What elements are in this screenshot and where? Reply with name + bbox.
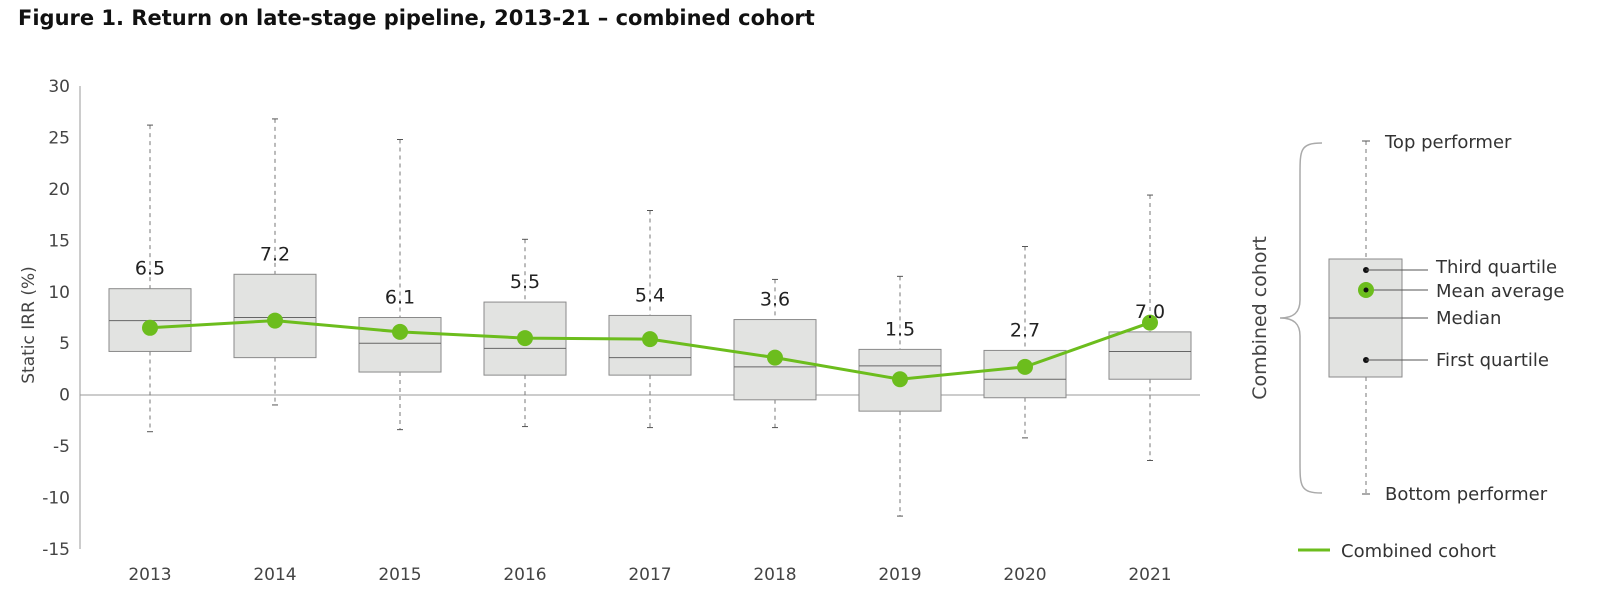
mean-point [642, 331, 658, 348]
key-top-label: Top performer [1384, 132, 1512, 153]
mean-data-label: 6.5 [135, 258, 165, 280]
key-bottom-label: Bottom performer [1385, 484, 1548, 505]
mean-points [142, 312, 1158, 388]
key-cohort-label: Combined cohort [1249, 236, 1271, 400]
mean-data-label: 2.7 [1010, 319, 1040, 341]
key-mean-label: Mean average [1436, 281, 1564, 302]
y-tick-label: 15 [48, 231, 70, 251]
key-mean-center [1363, 287, 1369, 293]
mean-data-label: 5.4 [635, 284, 665, 306]
y-tick-label: 0 [59, 386, 70, 406]
x-tick-label: 2016 [503, 565, 546, 585]
x-tick-label: 2020 [1003, 565, 1046, 585]
mean-point [767, 349, 783, 366]
x-tick-label: 2015 [378, 565, 421, 585]
chart-title: Figure 1. Return on late-stage pipeline,… [18, 6, 815, 30]
mean-data-label: 5.5 [510, 271, 540, 293]
y-axis-label: Static IRR (%) [19, 266, 39, 383]
mean-data-label: 1.5 [885, 318, 915, 340]
x-tick-label: 2014 [253, 565, 296, 585]
mean-point [517, 330, 533, 347]
mean-point [1142, 314, 1158, 331]
mean-point [892, 371, 908, 388]
x-tick-label: 2017 [628, 565, 671, 585]
mean-data-label: 7.2 [260, 243, 290, 265]
key-q3-label: Third quartile [1435, 257, 1557, 278]
y-tick-label: 20 [48, 180, 70, 200]
y-tick-label: -15 [42, 540, 70, 560]
mean-data-label: 7.0 [1135, 301, 1165, 323]
mean-data-labels: 6.5 7.2 6.1 5.5 5.4 3.6 1.5 2.7 7.0 [135, 243, 1165, 341]
x-tick-label: 2018 [753, 565, 796, 585]
mean-data-label: 3.6 [760, 289, 790, 311]
mean-point [392, 323, 408, 340]
x-tick-labels: 2013 2014 2015 2016 2017 2018 2019 2020 2021 [128, 565, 1171, 585]
x-tick-label: 2019 [878, 565, 921, 585]
mean-point [267, 312, 283, 329]
y-tick-label: 10 [48, 283, 70, 303]
mean-data-label: 6.1 [385, 287, 415, 309]
box-plot-key: Combined cohort Top performer Third quar… [1249, 132, 1564, 505]
y-tick-label: 25 [48, 128, 70, 148]
y-tick-labels: 30 25 20 15 10 5 0 -5 -10 -15 [42, 77, 70, 560]
x-tick-label: 2013 [128, 565, 171, 585]
iqr-box [1108, 331, 1192, 380]
legend-label: Combined cohort [1341, 541, 1496, 562]
y-tick-label: 5 [59, 334, 70, 354]
y-tick-label: 30 [48, 77, 70, 97]
key-median-label: Median [1436, 308, 1501, 329]
y-tick-label: -5 [53, 437, 70, 457]
key-q1-label: First quartile [1436, 350, 1549, 371]
key-brace [1279, 142, 1323, 494]
y-tick-label: -10 [42, 489, 70, 509]
mean-point [142, 319, 158, 336]
legend: Combined cohort [1298, 541, 1496, 562]
mean-point [1017, 358, 1033, 375]
x-tick-label: 2021 [1128, 565, 1171, 585]
